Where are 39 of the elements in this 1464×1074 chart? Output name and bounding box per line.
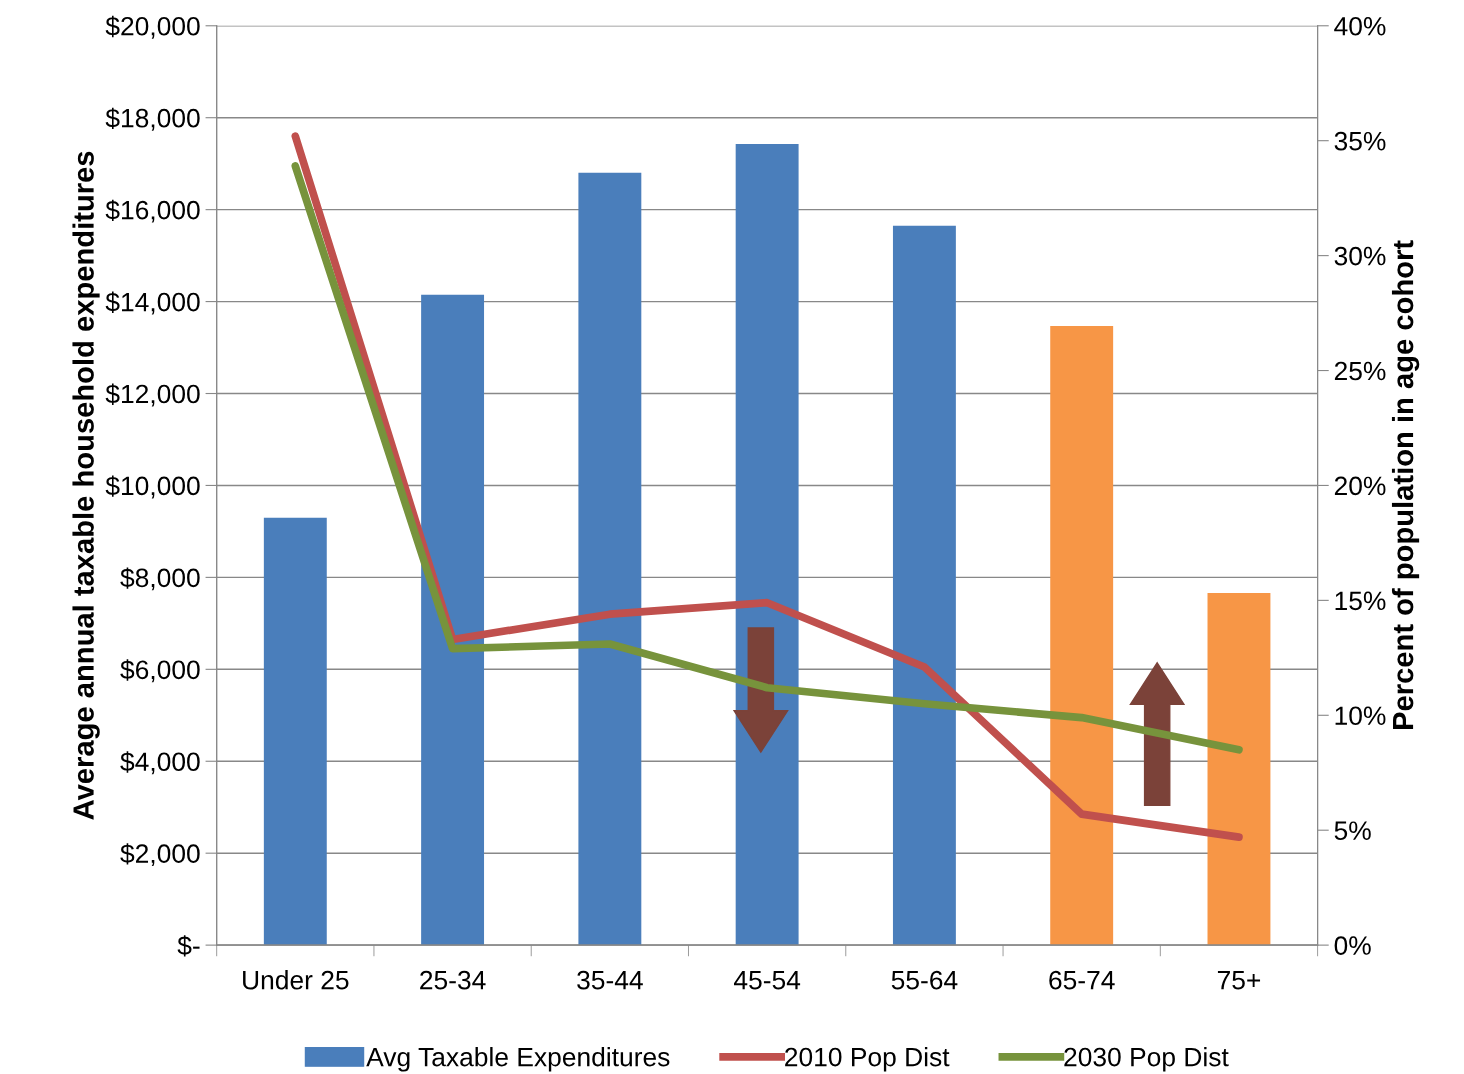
y-tick-label: $4,000 (120, 751, 200, 775)
bar (1207, 593, 1271, 946)
y-tick-label: $18,000 (105, 107, 200, 131)
y-tick-label: $6,000 (120, 659, 200, 683)
y-tick-label: $10,000 (105, 475, 200, 499)
bar (735, 143, 799, 946)
y-tick-label: $16,000 (105, 199, 200, 223)
y2-tick-label: 35% (1334, 131, 1386, 151)
y2-axis-title: Percent of population in age cohort (1391, 240, 1420, 729)
y2-tick-label: 0% (1334, 936, 1371, 955)
y2-tick-label: 20% (1334, 476, 1386, 496)
y2-tick-label: 40% (1334, 16, 1386, 36)
y-tick-label: $20,000 (105, 15, 200, 39)
y-tick-label: $8,000 (120, 567, 200, 591)
x-tick-label: 65-74 (1049, 970, 1115, 990)
y2-tick-label: 25% (1334, 361, 1386, 381)
x-tick-label: 25-34 (420, 970, 486, 990)
x-tick-label: 35-44 (577, 970, 643, 990)
x-tick-label: 75+ (1217, 971, 1261, 990)
x-tick-label: 55-64 (891, 970, 958, 990)
bar (892, 225, 956, 946)
y-axis-title: Average annual taxable household expenditures (72, 151, 100, 820)
bar (263, 517, 327, 946)
bar (578, 172, 642, 946)
legend-label: 2010 Pop Dist (785, 1047, 950, 1072)
y-tick-label: $- (177, 935, 200, 957)
y-tick-label: $14,000 (105, 291, 200, 315)
y2-tick-label: 30% (1334, 246, 1386, 266)
bar (421, 294, 485, 946)
x-tick-label: Under 25 (243, 970, 349, 990)
bar (1050, 325, 1114, 946)
x-tick-label: 45-54 (734, 971, 801, 990)
legend-label: 2030 Pop Dist (1064, 1047, 1229, 1072)
y2-tick-label: 5% (1334, 821, 1371, 841)
y-tick-label: $2,000 (120, 843, 200, 867)
y-tick-label: $12,000 (105, 383, 200, 407)
y2-tick-label: 10% (1335, 706, 1386, 726)
legend-label: Avg Taxable Expenditures (366, 1047, 670, 1072)
y2-tick-label: 15% (1335, 591, 1386, 611)
